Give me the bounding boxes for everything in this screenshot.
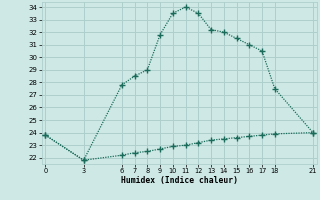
X-axis label: Humidex (Indice chaleur): Humidex (Indice chaleur) <box>121 176 238 185</box>
